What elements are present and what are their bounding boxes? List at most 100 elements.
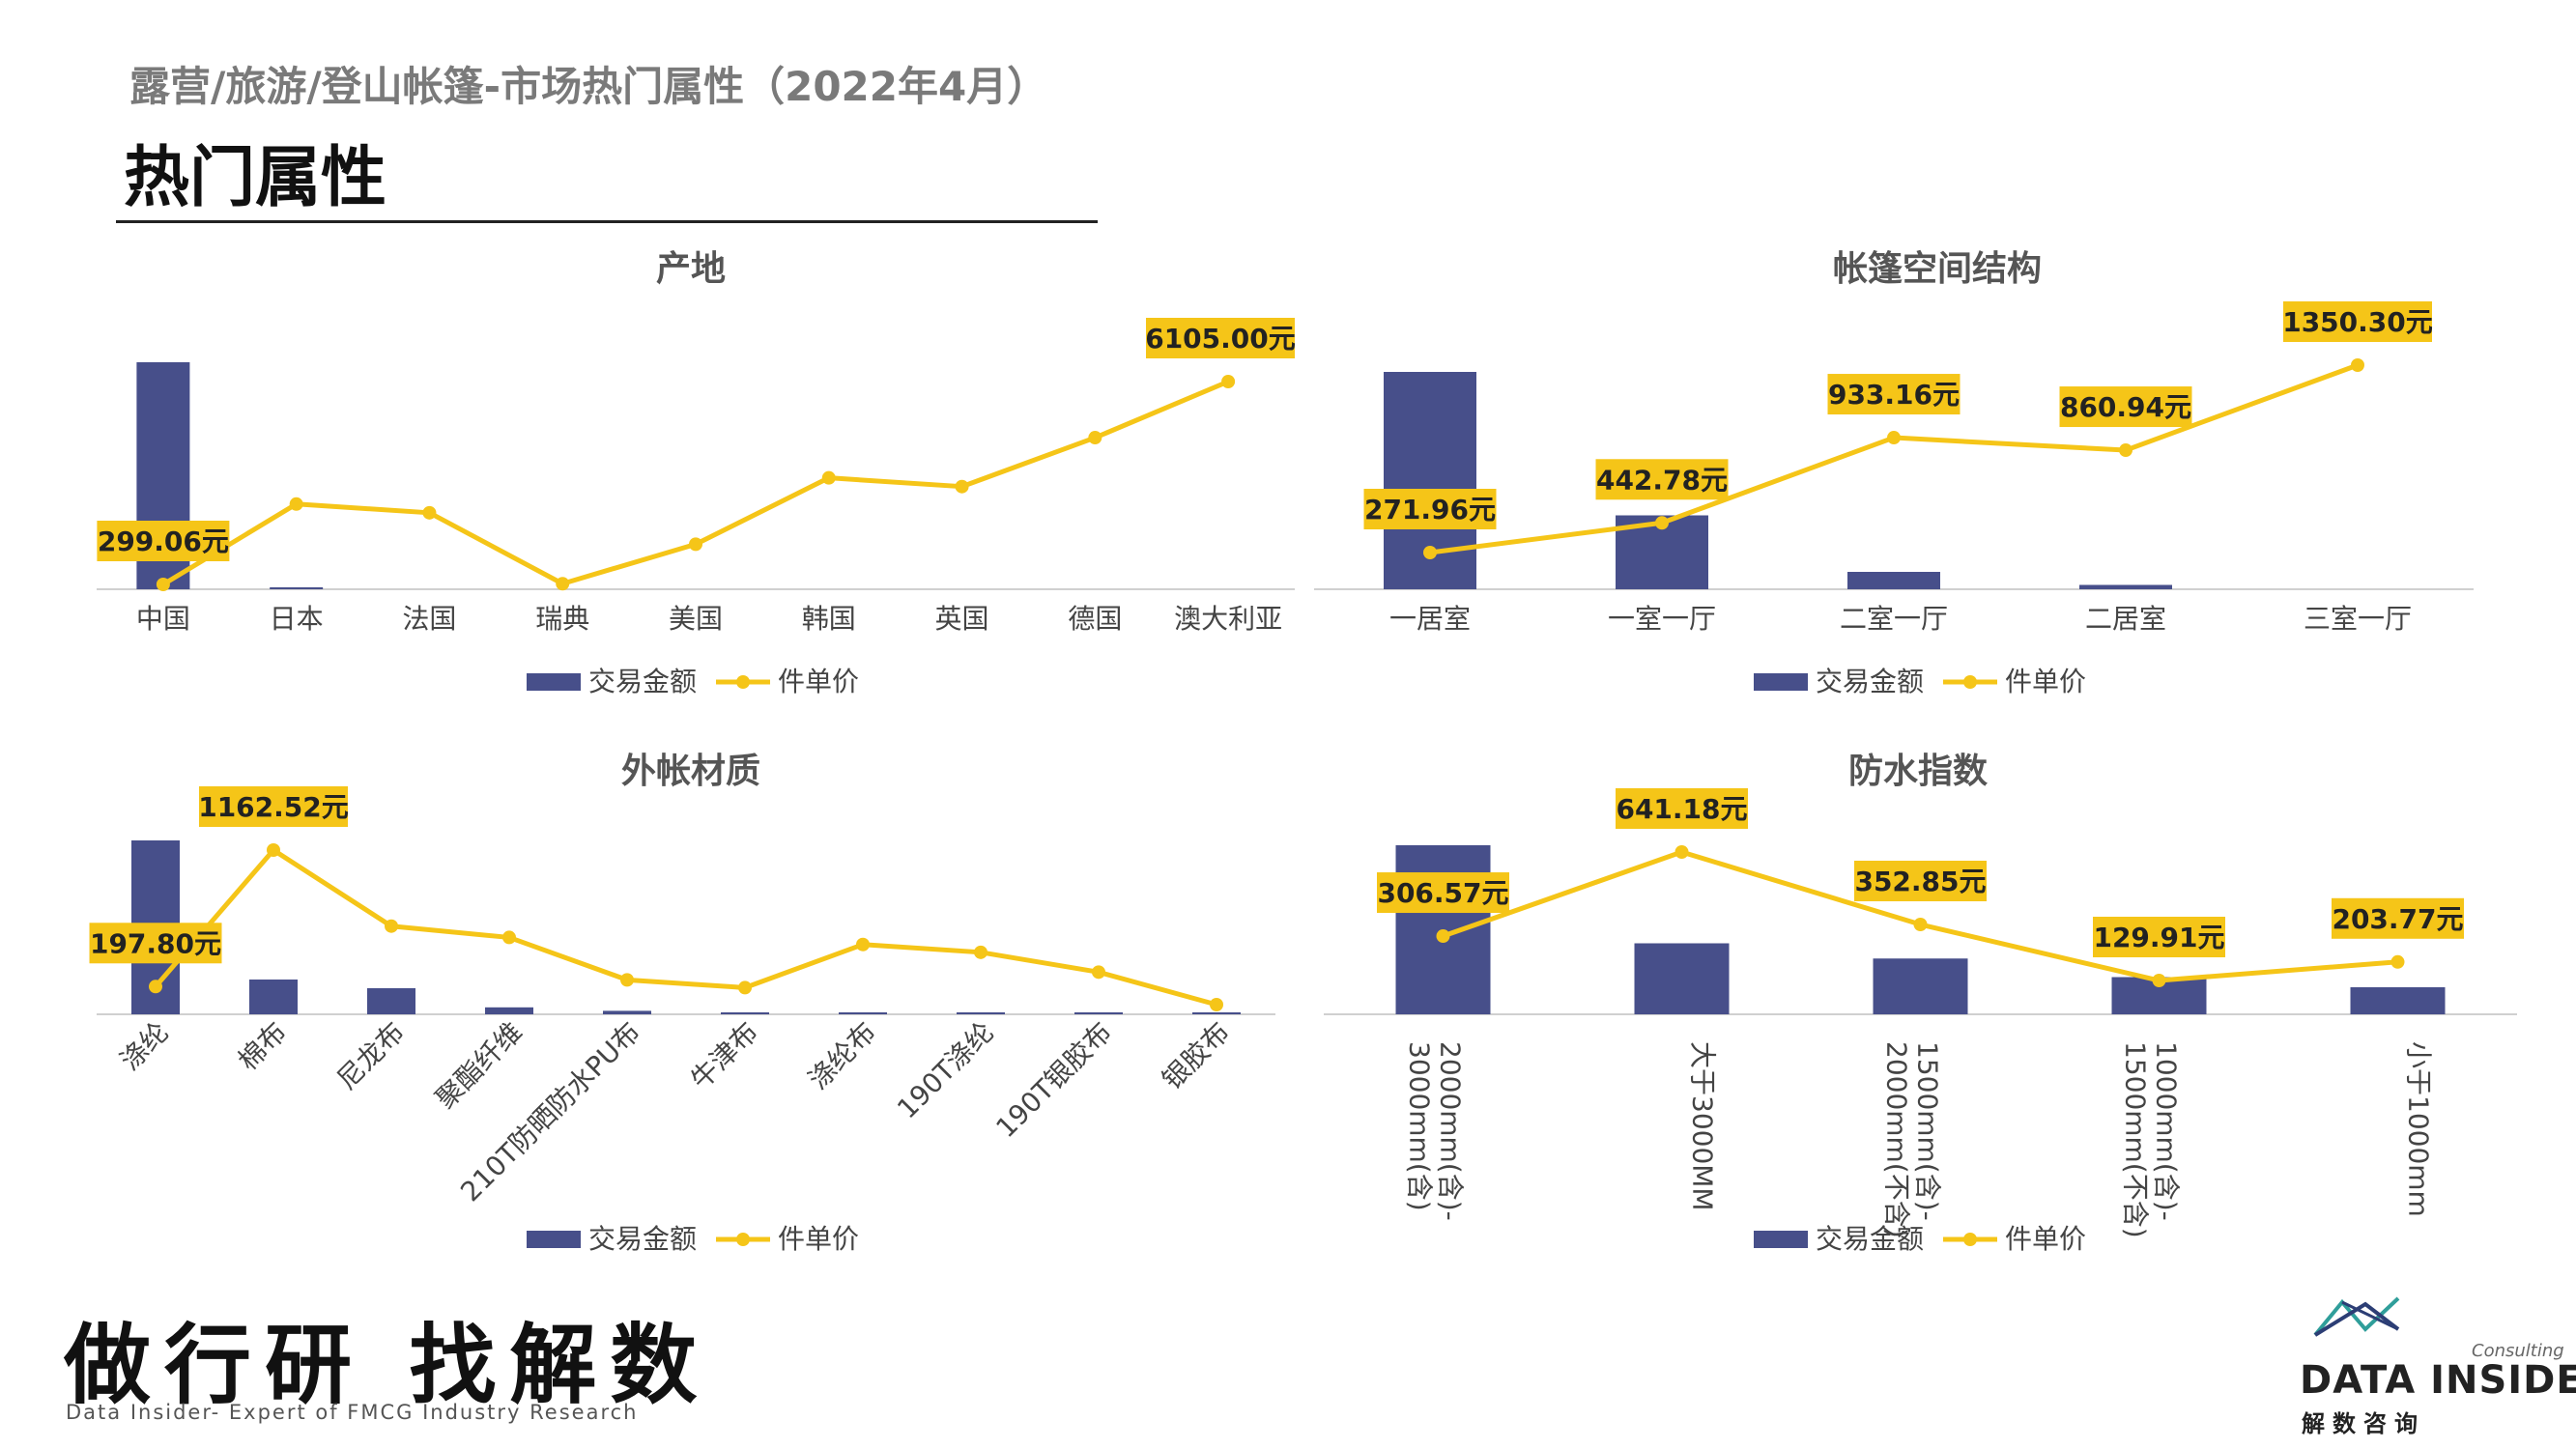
page-title: 热门属性: [124, 140, 387, 216]
data-label-space-1: 442.78元: [1596, 464, 1728, 496]
tick-label-origin-2: 法国: [402, 603, 456, 635]
tick-label-origin-4: 美国: [669, 603, 723, 635]
bar-waterproof-1: [1634, 943, 1730, 1014]
point-waterproof-0: [1436, 929, 1450, 944]
bar-space-2: [1847, 572, 1940, 589]
legend-line-label: 件单价: [778, 1223, 859, 1255]
point-origin-2: [422, 505, 437, 520]
chart-title: 产地: [656, 249, 726, 289]
tick-label-origin-7: 德国: [1068, 603, 1122, 635]
bar-material-1: [249, 980, 298, 1014]
tick-label-waterproof-3: 1000mm(含)-1500mm(不含): [2120, 1041, 2183, 1238]
point-space-1: [1655, 516, 1669, 530]
tick-label-space-4: 三室一厅: [2304, 603, 2412, 635]
data-label-bg-space-3: [2059, 386, 2192, 428]
bar-material-5: [721, 1012, 769, 1014]
tick-label-material-8: 190T银胶布: [989, 1016, 1118, 1145]
tick-label-origin-3: 瑞典: [535, 603, 589, 635]
tick-label-material-2: 尼龙布: [330, 1016, 411, 1096]
point-origin-6: [955, 479, 969, 494]
point-material-1: [267, 843, 280, 857]
point-space-0: [1423, 546, 1437, 559]
chart-panel-space-structure: 帐篷空间结构 271.96元 442.78元 933.16元 860.94元 1350.3…: [1314, 242, 2522, 724]
legend-bar-label: 交易金额: [588, 666, 697, 697]
point-origin-5: [821, 470, 836, 485]
data-label-material-1: 1162.52元: [198, 791, 349, 823]
point-waterproof-2: [1913, 918, 1928, 932]
data-label-bg-waterproof-1: [1616, 788, 1748, 829]
tick-label-material-3: 聚酯纤维: [429, 1016, 529, 1116]
tick-label-origin-1: 日本: [270, 603, 324, 635]
tick-label-origin-0: 中国: [136, 603, 190, 635]
footer-slogan: 做行研 找解数: [64, 1314, 711, 1416]
bar-material-6: [839, 1012, 887, 1014]
legend-bar-swatch: [1754, 1231, 1808, 1248]
data-label-space-2: 933.16元: [1828, 379, 1960, 411]
data-label-origin-8: 6105.00元: [1145, 323, 1296, 355]
point-origin-1: [289, 497, 303, 511]
point-material-8: [1092, 965, 1105, 980]
legend-bar-label: 交易金额: [1816, 1223, 1924, 1255]
data-label-bg-waterproof-2: [1854, 861, 1987, 902]
tick-label-space-3: 二居室: [2085, 603, 2166, 635]
bar-material-4: [603, 1010, 651, 1014]
data-label-space-0: 271.96元: [1364, 494, 1496, 526]
chart-title: 防水指数: [1848, 752, 1988, 791]
data-label-waterproof-0: 306.57元: [1377, 877, 1508, 909]
bar-space-3: [2079, 584, 2172, 589]
chart-waterproof-index: 防水指数 306.57元 641.18元 352.85元 129.91元 203.77元 2…: [1324, 752, 2517, 1255]
point-material-0: [149, 980, 162, 994]
data-label-bg-material-1: [199, 786, 348, 827]
point-origin-7: [1088, 431, 1102, 445]
data-label-bg-space-1: [1595, 459, 1729, 500]
legend-line-label: 件单价: [2005, 1223, 2086, 1255]
bar-material-7: [957, 1012, 1005, 1014]
chart-space-structure: 帐篷空间结构 271.96元 442.78元 933.16元 860.94元 1350.3…: [1314, 249, 2474, 697]
data-label-origin-0: 299.06元: [98, 526, 229, 557]
title-underline: [116, 220, 1098, 223]
tick-label-origin-8: 澳大利亚: [1174, 603, 1282, 635]
data-label-bg-waterproof-0: [1377, 872, 1509, 914]
legend-line-marker: [736, 1233, 750, 1246]
point-material-2: [385, 919, 398, 933]
legend-bar-swatch: [527, 1231, 581, 1248]
legend-line-marker: [1963, 1233, 1977, 1246]
line-origin: [161, 379, 1230, 587]
tick-label-material-6: 涤纶布: [802, 1016, 882, 1096]
tick-label-origin-6: 英国: [935, 603, 989, 635]
chart-title: 帐篷空间结构: [1833, 249, 2042, 289]
point-origin-8: [1221, 375, 1236, 388]
legend-bar-swatch: [1754, 673, 1808, 691]
bar-material-2: [367, 988, 415, 1014]
point-material-6: [856, 937, 870, 952]
point-origin-0: [156, 578, 170, 591]
tick-label-material-7: 190T涤纶: [891, 1016, 1000, 1125]
legend-line-label: 件单价: [2005, 666, 2086, 697]
tick-label-material-1: 棉布: [232, 1016, 293, 1077]
legend-line-marker: [1963, 675, 1977, 689]
tick-label-waterproof-4: 小于1000mm: [2403, 1041, 2435, 1217]
bar-material-9: [1192, 1012, 1241, 1014]
data-label-bg-origin-0: [97, 521, 230, 561]
legend-line-label: 件单价: [778, 666, 859, 697]
point-space-2: [1887, 431, 1901, 445]
data-label-bg-space-0: [1363, 489, 1497, 529]
point-waterproof-4: [2390, 954, 2405, 969]
legend-line-marker: [736, 675, 750, 689]
point-waterproof-3: [2152, 974, 2166, 987]
point-material-7: [974, 945, 987, 959]
data-label-waterproof-2: 352.85元: [1854, 866, 1986, 897]
point-space-4: [2351, 358, 2364, 372]
logo-mark-icon: [2313, 1296, 2400, 1337]
data-label-bg-space-4: [2283, 301, 2432, 342]
data-label-bg-waterproof-3: [2093, 917, 2225, 957]
tick-label-material-9: 银胶布: [1156, 1016, 1236, 1096]
tick-label-space-1: 一室一厅: [1608, 603, 1716, 635]
data-label-space-4: 1350.30元: [2282, 306, 2433, 338]
tick-label-material-5: 牛津布: [684, 1016, 764, 1096]
data-label-waterproof-3: 129.91元: [2093, 922, 2224, 953]
tick-label-waterproof-1: 大于3000MM: [1687, 1041, 1719, 1211]
data-label-material-0: 197.80元: [90, 927, 221, 959]
